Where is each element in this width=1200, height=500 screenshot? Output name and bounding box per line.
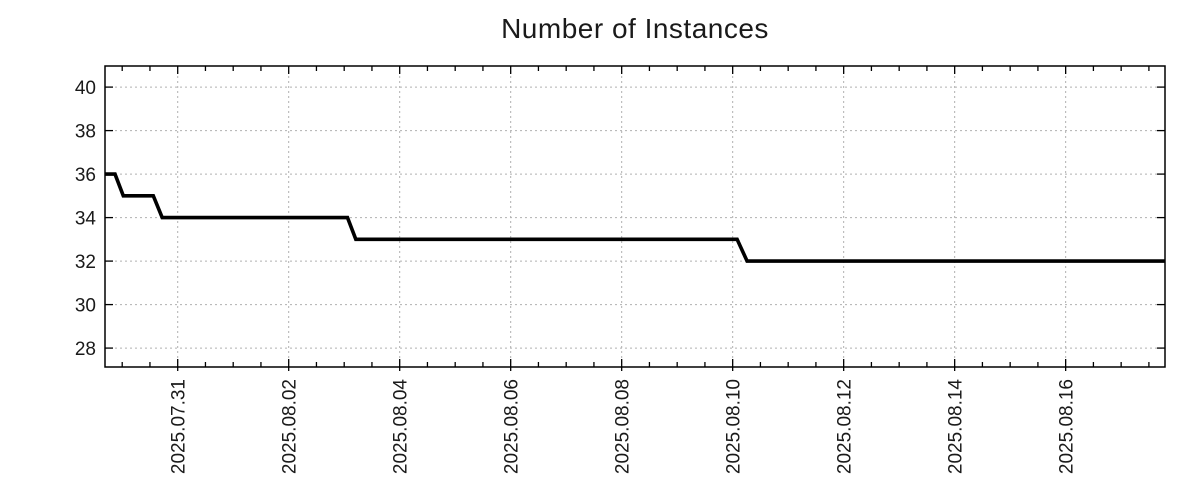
y-tick-label: 36 [75, 165, 96, 186]
x-tick-label: 2025.08.16 [1057, 379, 1078, 474]
x-tick-label: 2025.08.12 [835, 379, 856, 474]
y-tick-label: 40 [75, 78, 96, 99]
x-tick-label: 2025.08.08 [613, 379, 634, 474]
y-tick-label: 32 [75, 252, 96, 273]
x-tick-label: 2025.08.04 [391, 379, 412, 475]
x-tick-label: 2025.08.14 [946, 379, 967, 475]
series-line-instances [105, 172, 1165, 263]
x-tick-label: 2025.08.10 [724, 379, 745, 474]
y-tick-label: 34 [75, 209, 97, 230]
y-tick-label: 30 [75, 296, 96, 317]
y-tick-label: 38 [75, 122, 96, 143]
chart-title: Number of Instances [501, 13, 769, 44]
x-tick-label: 2025.08.02 [280, 379, 301, 474]
plot-border [104, 65, 1166, 368]
x-tick-label: 2025.08.06 [502, 379, 523, 474]
y-tick-label: 28 [75, 339, 96, 360]
x-tick-label: 2025.07.31 [169, 379, 190, 474]
